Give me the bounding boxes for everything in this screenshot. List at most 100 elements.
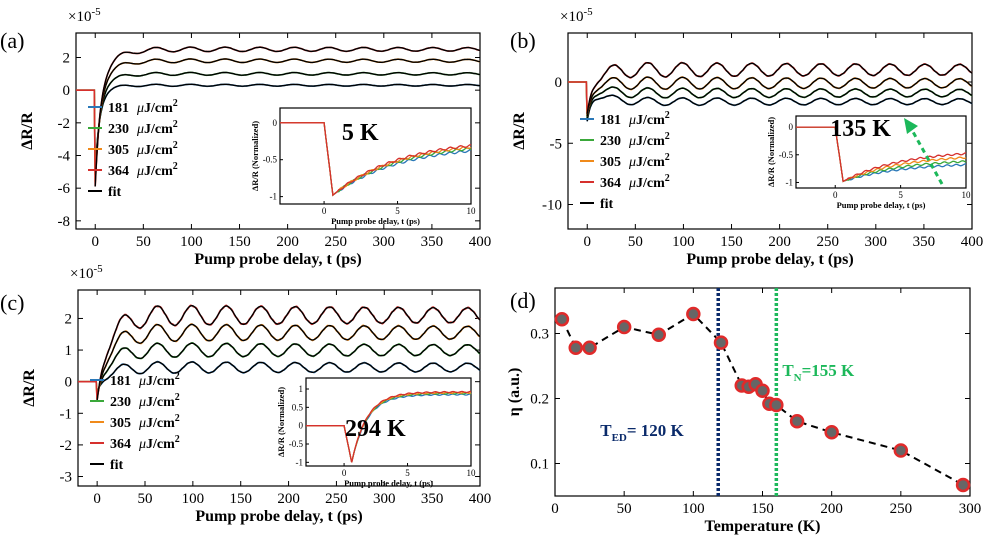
panel-c-xtick-label: 250 <box>325 491 348 507</box>
panel-b-legend-label: 181 μJ/cm2 <box>600 110 670 128</box>
panel-b-label: (b) <box>510 28 536 53</box>
panel-b-legend-sup: 2 <box>665 131 670 142</box>
panel-c-inset-ytick-label: 1 <box>299 384 304 394</box>
panel-c-frame <box>77 289 481 487</box>
panel-a-fit-305 <box>94 58 481 182</box>
panel-d-point <box>769 397 784 413</box>
panel-a-legend-unit: μ <box>136 164 144 179</box>
panel-a-xtick-label: 100 <box>180 234 203 250</box>
panel-b-frame <box>567 32 973 230</box>
panel-c-fit-230 <box>96 342 481 397</box>
panel-b-exponent-power: -5 <box>583 6 593 18</box>
panel-a-ylabel: ΔR/R <box>19 112 36 150</box>
panel-c-legend-sup: 2 <box>175 413 180 424</box>
panel-a-xtick-label: 50 <box>136 234 151 250</box>
trend-arrow-shaft <box>910 129 944 185</box>
panel-b-inset-ylabel: ΔR/R (Normalized) <box>766 117 776 187</box>
panel-a-xtick-label: 200 <box>276 234 299 250</box>
panel-d-point <box>755 383 770 398</box>
panel-b-xtick-label: 0 <box>583 234 591 250</box>
panel-c-exponent-power: -5 <box>93 263 103 275</box>
panel-b-xtick-label: 50 <box>628 234 643 250</box>
panel-b-inset-temperature: 135 K <box>830 116 891 142</box>
panel-a-legend-label: fit <box>108 185 122 200</box>
panel-a-inset-ytick-label: 0 <box>273 118 278 128</box>
panel-d-point <box>651 327 666 343</box>
panel-c-inset-ytick-label: -1 <box>296 457 304 467</box>
panel-a-ytick-label: -8 <box>58 214 71 230</box>
panel-a-inset-ylabel: ΔR/R (Normalized) <box>250 121 260 191</box>
panel-c-legend: 181 μJ/cm2 230 μJ/cm2 305 μJ/cm2 364 μJ/cm2 fit <box>90 371 180 473</box>
panel-c-inset-ylabel: ΔR/R (Normalized) <box>276 387 286 457</box>
panel-c-legend-sup: 2 <box>175 392 180 403</box>
panel-a-legend-label: 305 μJ/cm2 <box>108 140 178 158</box>
panel-a-legend-sup: 2 <box>173 98 178 109</box>
panel-d-vline-sub: N <box>794 372 802 384</box>
panel-d-trend-line <box>561 312 964 486</box>
panel-d-vline-label-n: TN=155 K <box>782 361 855 384</box>
panel-b-legend-unit: μ <box>628 176 636 191</box>
panel-a-legend-unit: μ <box>136 122 144 137</box>
panel-c-legend-label: 364 μJ/cm2 <box>110 434 180 452</box>
panel-b-legend-unit-rest: J/cm <box>636 134 665 149</box>
panel-c-legend-unit-rest: J/cm <box>146 395 175 410</box>
panel-c-exponent: ×10-5 <box>70 263 103 282</box>
panel-a-fit-181 <box>94 83 481 169</box>
panel-c-legend-label: 305 μJ/cm2 <box>110 413 180 431</box>
panel-b-legend-label: 364 μJ/cm2 <box>600 173 670 191</box>
panel-c-legend-unit-rest: J/cm <box>146 374 175 389</box>
panel-a-xtick-label: 250 <box>324 234 347 250</box>
panel-a-legend-unit-rest: J/cm <box>144 101 173 116</box>
panel-b-inset-xtick-label: 10 <box>962 190 972 200</box>
panel-d-ylabel: η (a.u.) <box>506 368 523 417</box>
panel-a-inset-trace <box>280 122 472 197</box>
panel-d-point <box>568 340 583 356</box>
panel-b-legend-label: 230 μJ/cm2 <box>600 131 670 149</box>
panel-d-xtick-label: 50 <box>617 501 632 517</box>
panel-c-legend-unit-rest: J/cm <box>146 437 175 452</box>
panel-b-xtick-label: 200 <box>768 234 791 250</box>
panel-b-ytick-label: 0 <box>555 75 563 91</box>
panel-a-legend-unit-rest: J/cm <box>144 122 173 137</box>
panel-c-legend-label: 181 μJ/cm2 <box>110 371 180 389</box>
panel-a-xlabel: Pump probe delay, t (ps) <box>194 251 361 268</box>
panel-c-fit-364 <box>96 304 481 401</box>
panel-a-exponent: ×10-5 <box>68 6 101 25</box>
panel-b-fit-181 <box>586 94 973 122</box>
panel-a-ytick-label: -6 <box>58 181 71 197</box>
panel-a-legend-label: 364 μJ/cm2 <box>108 161 178 179</box>
panel-a-inset-xtick-label: 5 <box>395 206 400 216</box>
panel-d-xlabel: Temperature (K) <box>705 518 821 535</box>
panel-a-inset-ytick-label: -1 <box>270 192 278 202</box>
panel-d-point <box>955 477 971 493</box>
panel-c-ytick-label: -1 <box>60 406 73 422</box>
panel-d-point <box>686 306 701 322</box>
panel-b-fit-230 <box>586 86 973 119</box>
panel-d-point <box>554 311 570 327</box>
panel-d: 0 50 100 150 200 250 300 0.1 0.2 0.3 Temperature (… <box>506 287 982 535</box>
panel-c-legend-unit: μ <box>138 395 146 410</box>
panel-d-vline-suffix: = 120 K <box>627 421 685 440</box>
panel-a-inset-ytick-label: -0.5 <box>263 155 278 165</box>
panel-b-legend-unit-rest: J/cm <box>636 176 665 191</box>
panel-c-fit-181 <box>96 361 481 393</box>
panel-b-inset-trace <box>796 126 967 183</box>
panel-c-legend-unit: μ <box>138 437 146 452</box>
panel-b-inset-xtick-label: 0 <box>833 190 838 200</box>
panel-c-inset-ytick-label: 0 <box>299 421 304 431</box>
panel-a-ytick-label: 2 <box>63 51 71 67</box>
panel-b-xtick-label: 100 <box>672 234 695 250</box>
panel-b-legend-unit-rest: J/cm <box>636 113 665 128</box>
panel-b-legend: 181 μJ/cm2 230 μJ/cm2 305 μJ/cm2 364 μJ/cm2 fit <box>580 110 670 212</box>
panel-b-xtick-label: 300 <box>865 234 888 250</box>
panel-b-ylabel: ΔR/R <box>511 112 528 150</box>
panel-d-ytick-label: 0.3 <box>530 327 549 343</box>
panel-d-xtick-label: 250 <box>890 501 913 517</box>
panel-a-legend-label: 181 μJ/cm2 <box>108 98 178 116</box>
panel-d-xtick-label: 300 <box>959 501 982 517</box>
panel-d-point <box>789 414 805 429</box>
panel-c-xtick-label: 350 <box>421 491 444 507</box>
panel-c-ytick-label: 0 <box>65 375 73 391</box>
